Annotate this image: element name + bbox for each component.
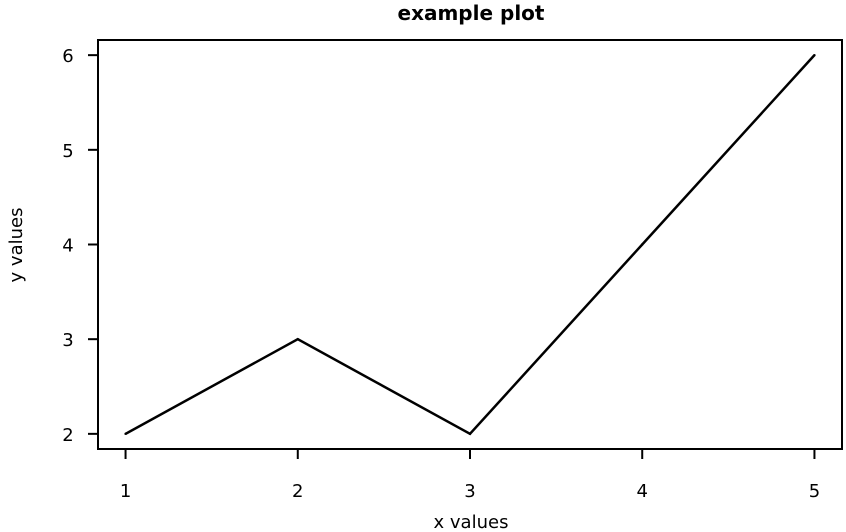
y-tick-label: 5: [62, 141, 73, 162]
x-tick-label: 4: [636, 481, 647, 502]
data-point: [296, 337, 299, 341]
y-tick-label: 6: [62, 46, 73, 67]
data-point: [813, 53, 816, 57]
x-tick-label: 2: [292, 481, 303, 502]
data-point: [124, 432, 127, 436]
y-axis: 2 3 4 5 6: [62, 46, 98, 446]
series-line: [124, 54, 816, 436]
x-tick-label: 3: [464, 481, 475, 502]
y-tick-label: 3: [62, 330, 73, 351]
y-axis-label: y values: [6, 208, 27, 283]
x-axis: 1 2 3 4 5: [120, 449, 820, 502]
x-tick-label: 5: [809, 481, 820, 502]
y-tick-label: 4: [62, 236, 73, 257]
data-point: [641, 243, 644, 246]
x-tick-label: 1: [120, 481, 131, 502]
y-tick-label: 2: [62, 425, 73, 446]
x-axis-label: x values: [434, 512, 509, 532]
data-point: [468, 432, 472, 436]
data-points: [124, 53, 816, 436]
chart-title: example plot: [398, 1, 545, 25]
